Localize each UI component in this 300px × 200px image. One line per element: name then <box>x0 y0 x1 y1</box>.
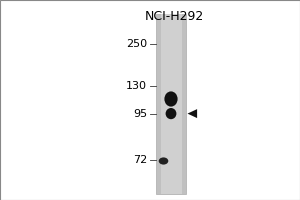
Bar <box>156 14 186 194</box>
Text: 95: 95 <box>133 109 147 119</box>
Ellipse shape <box>164 91 178 107</box>
Text: 72: 72 <box>133 155 147 165</box>
Text: 130: 130 <box>126 81 147 91</box>
Text: 250: 250 <box>126 39 147 49</box>
Bar <box>160 14 182 194</box>
Ellipse shape <box>166 108 176 119</box>
Ellipse shape <box>159 157 168 165</box>
Polygon shape <box>188 109 197 118</box>
Text: NCI-H292: NCI-H292 <box>144 10 204 23</box>
